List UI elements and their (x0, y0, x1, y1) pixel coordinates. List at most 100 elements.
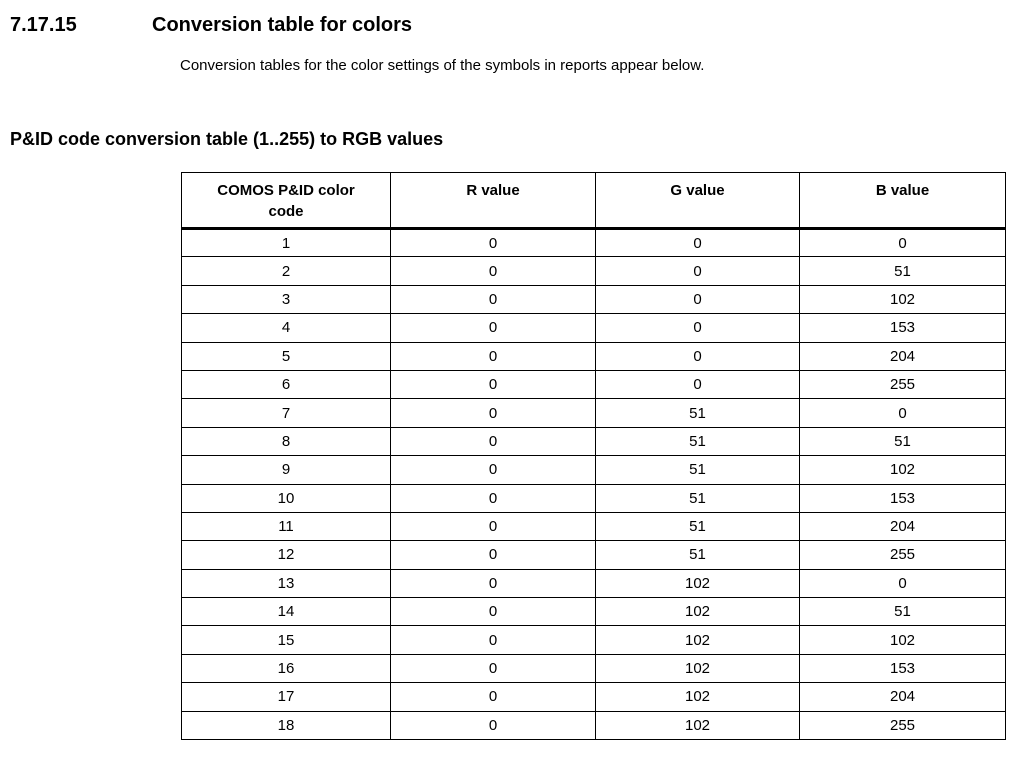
column-header-r-label: R value (466, 182, 520, 199)
table-row: 2 0 0 51 (181, 256, 1006, 286)
table-row: 8 0 51 51 (181, 426, 1006, 457)
table-row: 3 0 0 102 (181, 284, 1006, 315)
cell-b-value: 0 (799, 227, 1006, 258)
cell-r-value: 0 (390, 369, 596, 400)
cell-g-value: 102 (595, 653, 800, 684)
cell-g-value: 0 (595, 369, 800, 400)
cell-b-value: 153 (799, 653, 1006, 684)
cell-g-value: 102 (595, 625, 800, 655)
cell-r-value: 0 (390, 398, 596, 428)
table-row: 10 0 51 153 (181, 483, 1006, 513)
cell-g-value: 51 (595, 455, 800, 485)
cell-b-value: 255 (799, 540, 1006, 570)
cell-code: 6 (181, 369, 391, 400)
column-header-r: R value (390, 172, 596, 230)
column-header-code-label: COMOS P&ID color code (217, 182, 355, 220)
column-header-b: B value (799, 172, 1006, 230)
cell-code: 13 (181, 568, 391, 599)
cell-b-value: 51 (799, 597, 1006, 627)
table-header: COMOS P&ID color code R value G value B … (181, 172, 1006, 230)
table-row: 5 0 0 204 (181, 341, 1006, 371)
cell-b-value: 204 (799, 682, 1006, 712)
color-conversion-table: COMOS P&ID color code R value G value B … (181, 172, 1006, 741)
cell-r-value: 0 (390, 653, 596, 684)
cell-g-value: 102 (595, 568, 800, 599)
cell-b-value: 153 (799, 483, 1006, 513)
cell-b-value: 51 (799, 256, 1006, 286)
cell-code: 5 (181, 341, 391, 371)
cell-b-value: 0 (799, 568, 1006, 599)
table-title: P&ID code conversion table (1..255) to R… (10, 129, 444, 149)
section-title: Conversion table for colors (152, 14, 413, 36)
cell-code: 17 (181, 682, 391, 712)
cell-r-value: 0 (390, 710, 596, 741)
cell-code: 3 (181, 284, 391, 315)
column-header-g-label: G value (670, 182, 725, 199)
intro-paragraph: Conversion tables for the color settings… (180, 57, 705, 74)
cell-r-value: 0 (390, 455, 596, 485)
cell-r-value: 0 (390, 313, 596, 343)
cell-g-value: 51 (595, 426, 800, 457)
cell-r-value: 0 (390, 256, 596, 286)
cell-r-value: 0 (390, 682, 596, 712)
cell-b-value: 204 (799, 511, 1006, 542)
table-header-row: COMOS P&ID color code R value G value B … (181, 172, 1006, 230)
table-row: 4 0 0 153 (181, 313, 1006, 343)
cell-code: 2 (181, 256, 391, 286)
cell-g-value: 0 (595, 341, 800, 371)
table-row: 13 0 102 0 (181, 568, 1006, 599)
section-heading: 7.17.15 Conversion table for colors (0, 0, 1034, 38)
cell-code: 9 (181, 455, 391, 485)
table-row: 9 0 51 102 (181, 455, 1006, 485)
table-row: 6 0 0 255 (181, 369, 1006, 400)
cell-r-value: 0 (390, 625, 596, 655)
table-row: 7 0 51 0 (181, 398, 1006, 428)
column-header-g: G value (595, 172, 800, 230)
cell-code: 14 (181, 597, 391, 627)
cell-b-value: 102 (799, 284, 1006, 315)
cell-b-value: 255 (799, 710, 1006, 741)
cell-b-value: 102 (799, 625, 1006, 655)
cell-b-value: 102 (799, 455, 1006, 485)
cell-g-value: 51 (595, 511, 800, 542)
table-row: 14 0 102 51 (181, 597, 1006, 627)
cell-code: 4 (181, 313, 391, 343)
cell-g-value: 51 (595, 483, 800, 513)
cell-g-value: 51 (595, 540, 800, 570)
cell-r-value: 0 (390, 597, 596, 627)
table-row: 12 0 51 255 (181, 540, 1006, 570)
cell-code: 11 (181, 511, 391, 542)
cell-g-value: 0 (595, 313, 800, 343)
cell-r-value: 0 (390, 426, 596, 457)
cell-code: 1 (181, 227, 391, 258)
cell-b-value: 255 (799, 369, 1006, 400)
table-row: 18 0 102 255 (181, 710, 1006, 741)
cell-r-value: 0 (390, 483, 596, 513)
document-page: 7.17.15 Conversion table for colors Conv… (0, 0, 1034, 741)
cell-r-value: 0 (390, 511, 596, 542)
cell-code: 12 (181, 540, 391, 570)
table-row: 11 0 51 204 (181, 511, 1006, 542)
column-header-b-label: B value (875, 182, 930, 199)
table-row: 16 0 102 153 (181, 653, 1006, 684)
cell-r-value: 0 (390, 341, 596, 371)
cell-g-value: 0 (595, 284, 800, 315)
column-header-code: COMOS P&ID color code (181, 172, 391, 230)
table-row: 17 0 102 204 (181, 682, 1006, 712)
cell-code: 15 (181, 625, 391, 655)
cell-g-value: 0 (595, 227, 800, 258)
table-row: 15 0 102 102 (181, 625, 1006, 655)
table-body: 1 0 0 0 2 0 0 51 3 0 0 102 4 0 0 153 5 0 0 204 6 0 0 255 7 0 51 0 8 0… (181, 227, 1006, 741)
cell-r-value: 0 (390, 540, 596, 570)
cell-r-value: 0 (390, 227, 596, 258)
cell-code: 7 (181, 398, 391, 428)
cell-r-value: 0 (390, 568, 596, 599)
cell-g-value: 102 (595, 710, 800, 741)
cell-code: 18 (181, 710, 391, 741)
cell-b-value: 153 (799, 313, 1006, 343)
cell-r-value: 0 (390, 284, 596, 315)
cell-g-value: 0 (595, 256, 800, 286)
cell-g-value: 51 (595, 398, 800, 428)
cell-code: 16 (181, 653, 391, 684)
section-number: 7.17.15 (10, 14, 77, 36)
